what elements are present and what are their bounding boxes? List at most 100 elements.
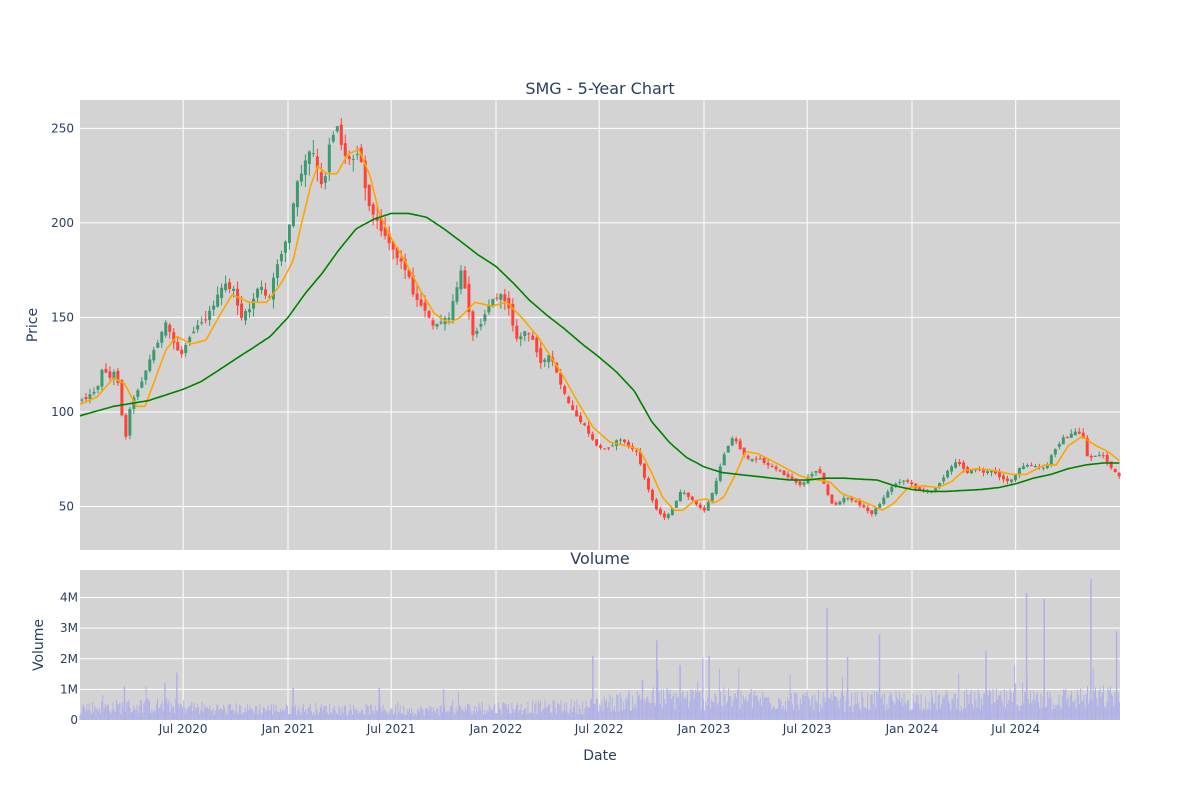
candlestick-body — [196, 325, 200, 330]
candlestick-body — [1089, 456, 1093, 458]
candlestick — [299, 164, 303, 187]
candlestick-body — [658, 508, 662, 514]
candlestick-body — [383, 227, 387, 237]
candlestick-body — [407, 269, 411, 277]
candlestick — [1073, 428, 1077, 436]
candlestick-body — [814, 471, 818, 473]
candlestick-body — [906, 480, 910, 482]
candlestick — [160, 330, 164, 348]
candlestick-body — [1109, 461, 1113, 468]
candlestick — [176, 336, 180, 351]
candlestick-body — [1013, 473, 1017, 481]
candlestick — [1013, 473, 1017, 483]
candlestick-body — [858, 500, 862, 506]
candlestick-body — [427, 311, 431, 318]
candlestick-body — [327, 144, 331, 173]
candlestick — [846, 497, 850, 501]
volume-y-tick-label: 4M — [60, 591, 78, 605]
candlestick-body — [1065, 436, 1069, 438]
candlestick-body — [419, 299, 423, 306]
candlestick — [786, 471, 790, 481]
candlestick-body — [854, 500, 858, 502]
candlestick-body — [543, 359, 547, 362]
candlestick-body — [471, 311, 475, 336]
candlestick-body — [702, 507, 706, 511]
volume-y-axis-label: Volume — [31, 619, 47, 671]
candlestick — [515, 319, 519, 342]
candlestick — [244, 308, 248, 325]
candlestick — [495, 293, 499, 302]
candlestick-body — [1097, 455, 1101, 457]
candlestick — [782, 469, 786, 476]
candlestick-body — [459, 270, 463, 290]
candlestick — [287, 224, 291, 250]
candlestick-body — [714, 480, 718, 494]
candlestick — [1017, 467, 1021, 478]
candlestick-body — [435, 324, 439, 327]
candlestick-body — [838, 501, 842, 505]
candlestick — [778, 469, 782, 473]
candlestick-body — [710, 493, 714, 503]
candlestick — [371, 202, 375, 226]
candlestick — [1117, 472, 1121, 480]
candlestick — [1085, 435, 1089, 457]
candlestick — [746, 454, 750, 461]
candlestick-body — [307, 151, 311, 164]
candlestick — [108, 366, 112, 381]
candlestick — [291, 202, 295, 228]
candlestick-body — [92, 391, 96, 394]
candlestick-body — [447, 317, 451, 320]
candlestick — [662, 510, 666, 521]
candlestick-body — [220, 287, 224, 299]
candlestick-body — [694, 500, 698, 505]
candlestick — [331, 131, 335, 144]
candlestick — [124, 412, 128, 440]
candlestick-body — [303, 160, 307, 176]
candlestick-body — [371, 204, 375, 215]
candlestick — [882, 494, 886, 506]
candlestick — [483, 309, 487, 326]
candlestick-body — [646, 478, 650, 490]
candlestick-body — [204, 319, 208, 321]
candlestick — [722, 452, 726, 466]
candlestick — [156, 339, 160, 349]
candlestick-body — [738, 440, 742, 450]
candlestick-body — [1033, 466, 1037, 468]
candlestick — [427, 309, 431, 319]
candlestick — [200, 316, 204, 326]
candlestick-body — [192, 331, 196, 334]
candlestick — [587, 421, 591, 438]
candlestick — [519, 332, 523, 347]
candlestick-body — [1045, 464, 1049, 469]
candlestick-body — [587, 425, 591, 434]
candlestick — [88, 388, 92, 404]
candlestick — [347, 150, 351, 165]
candlestick-body — [503, 294, 507, 302]
candlestick-body — [1101, 455, 1105, 457]
candlestick — [192, 326, 196, 334]
candlestick-body — [626, 441, 630, 447]
candlestick — [890, 484, 894, 495]
candlestick-body — [439, 322, 443, 324]
candlestick-body — [798, 481, 802, 486]
candlestick-body — [611, 445, 615, 447]
candlestick-body — [140, 381, 144, 388]
candlestick-body — [894, 483, 898, 487]
candlestick-body — [579, 415, 583, 422]
candlestick — [367, 184, 371, 212]
candlestick-body — [463, 270, 467, 289]
candlestick-body — [571, 405, 575, 410]
candlestick — [248, 303, 252, 318]
candlestick-body — [244, 311, 248, 321]
ma20-line — [79, 148, 1120, 512]
candlestick — [997, 468, 1001, 481]
candlestick-body — [866, 507, 870, 512]
candlestick-body — [842, 498, 846, 503]
candlestick-body — [252, 298, 256, 309]
candlestick-body — [902, 480, 906, 482]
volume-y-tick-label: 1M — [60, 682, 78, 696]
candlestick-body — [762, 458, 766, 463]
candlestick-body — [267, 296, 271, 298]
candlestick — [1101, 452, 1105, 459]
candlestick — [1065, 436, 1069, 439]
